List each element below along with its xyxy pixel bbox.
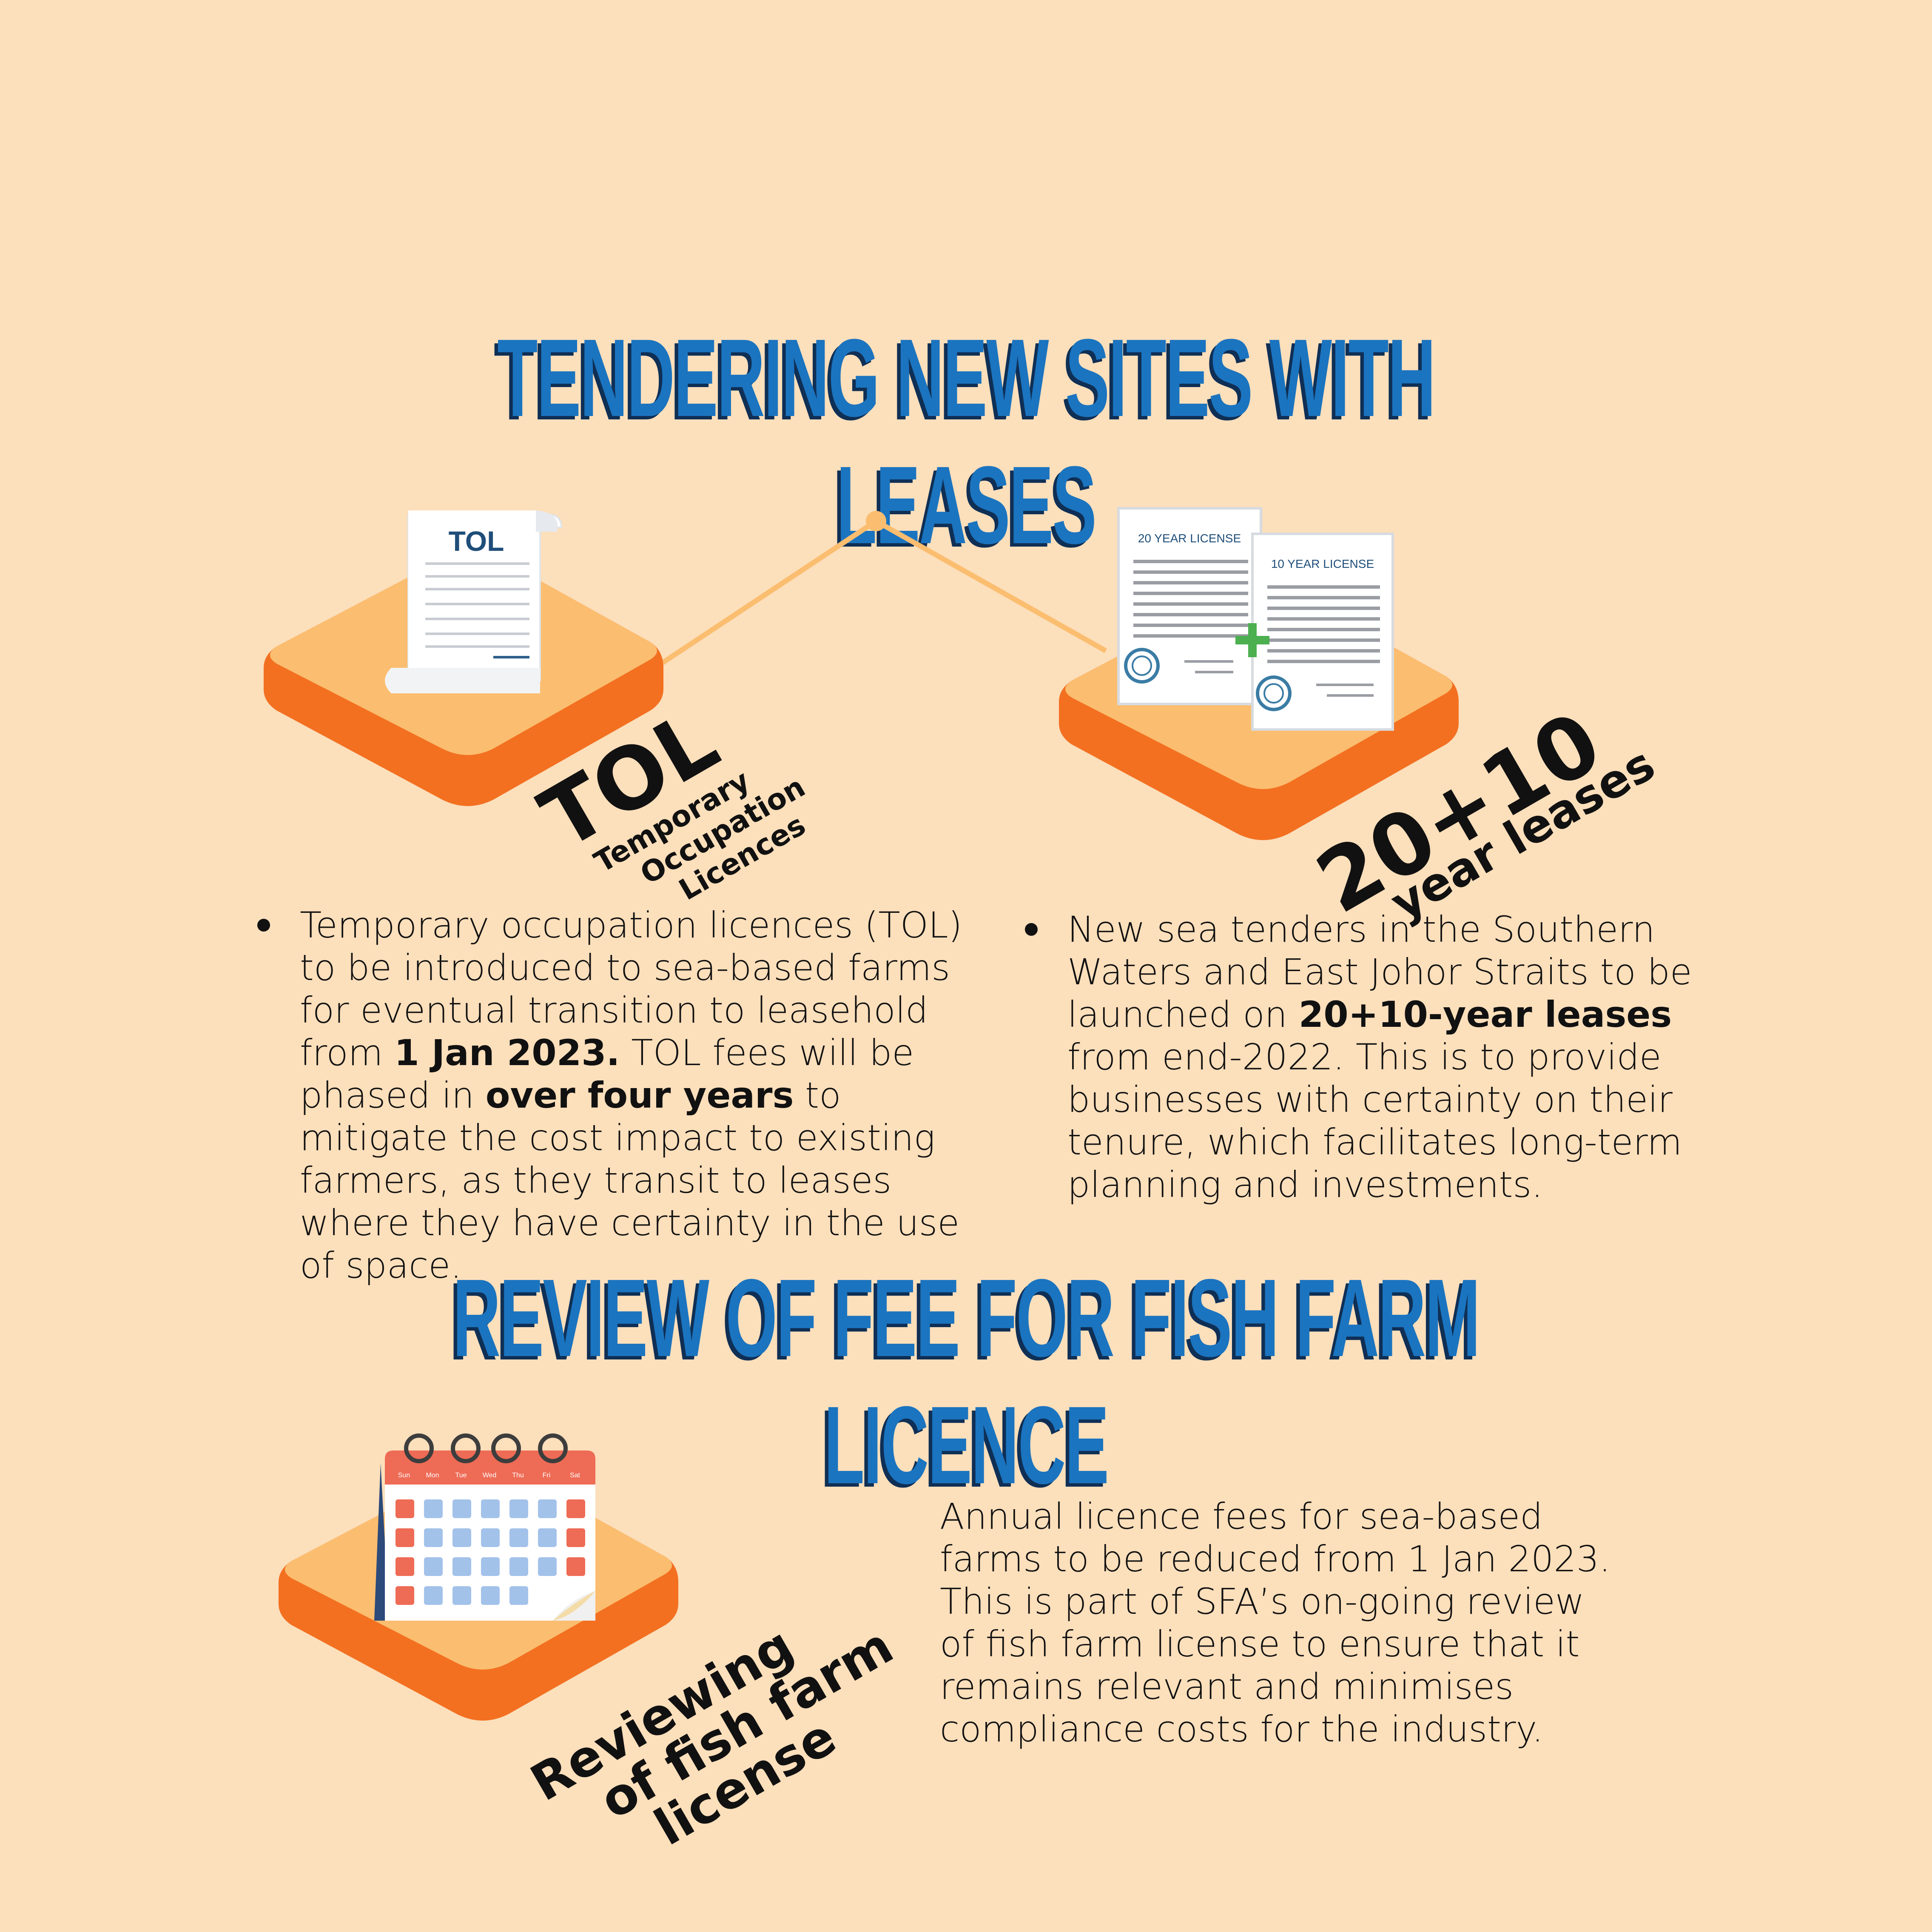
calendar-cell [396,1499,414,1518]
calendar-cell [481,1528,500,1547]
calendar-cell [566,1528,585,1547]
connector-line [653,511,1107,670]
calendar-cell [452,1499,471,1518]
calendar-cell [538,1499,557,1518]
calendar-cell [424,1528,443,1547]
tol-document-icon [385,510,563,693]
calendar-cell [481,1499,500,1518]
bullet-tol [257,919,270,932]
calendar-cell [452,1586,471,1605]
calendar-cell [566,1499,585,1518]
calendar-cell [481,1586,500,1605]
cal-day-fri: Fri [543,1472,551,1479]
cal-day-mon: Mon [426,1472,439,1479]
calendar-cell [452,1528,471,1547]
cal-day-thu: Thu [512,1472,524,1479]
cal-day-wed: Wed [483,1472,497,1479]
calendar-cell [396,1528,414,1547]
calendar-cell [538,1557,557,1576]
calendar-cell [481,1557,500,1576]
doc-20-title: 20 YEAR LICENSE [1138,532,1241,545]
calendar-cell [509,1528,528,1547]
tol-doc-title: TOL [449,525,504,557]
calendar-cell [538,1528,557,1547]
calendar-cell [424,1499,443,1518]
calendar-cell [509,1499,528,1518]
calendar-cell [424,1586,443,1605]
calendar-cell [424,1557,443,1576]
lease-paragraph: New sea tenders in the Southern Waters a… [1067,909,1704,1205]
review-paragraph: Annual licence fees for sea-based farms … [940,1496,1610,1750]
calendar-cell [509,1557,528,1576]
doc-10-title: 10 YEAR LICENSE [1271,557,1374,570]
cal-day-sat: Sat [570,1472,580,1479]
calendar-icon: Sun Mon Tue Wed Thu Fri Sat [374,1433,595,1621]
license-documents-icon [1117,507,1394,731]
calendar-cell [509,1586,528,1605]
calendar-cell [396,1557,414,1576]
bullet-lease [1025,923,1038,936]
calendar-cell [396,1586,414,1605]
calendar-cell [566,1557,585,1576]
calendar-cell [452,1557,471,1576]
cal-day-sun: Sun [398,1472,410,1479]
plus-icon [1235,623,1269,657]
section-heading-review: REVIEW OF FEE FOR FISH FARM LICENCE [452,1257,1480,1507]
calendar-grid [396,1499,585,1605]
cal-day-tue: Tue [455,1472,467,1479]
tol-paragraph: Temporary occupation licences (TOL) to b… [300,904,974,1286]
section-heading-tendering: TENDERING NEW SITES WITH LEASES [497,316,1436,567]
